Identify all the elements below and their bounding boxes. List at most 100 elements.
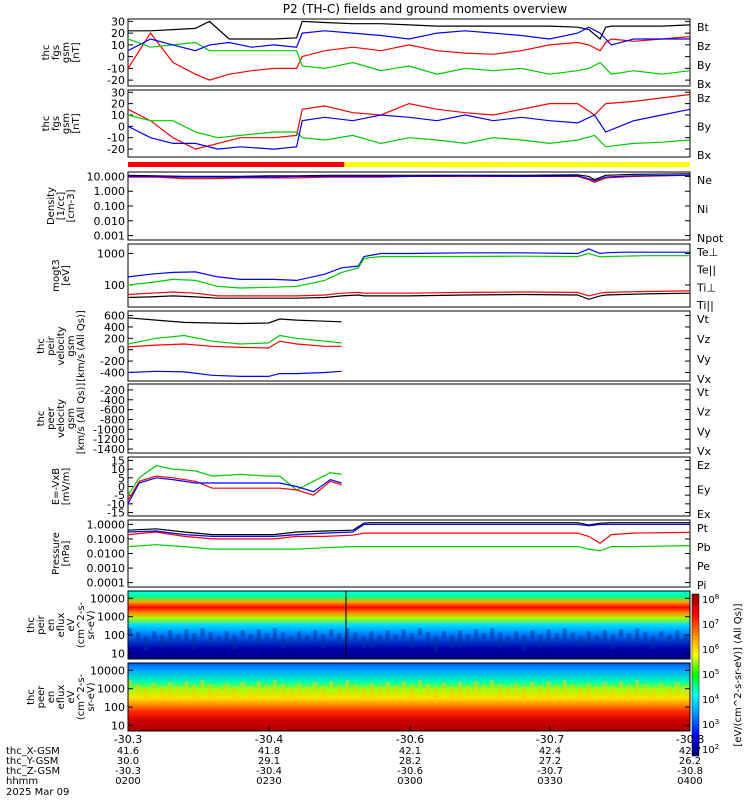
series-line-By <box>128 114 690 148</box>
legend-entry: Te⊥ <box>696 246 718 259</box>
y-axis-label: [nT] <box>71 113 82 133</box>
panel-frame <box>127 243 691 308</box>
x-tick-label: -30.4 <box>255 733 283 746</box>
x-tick-label: -30.3 <box>114 733 142 746</box>
y-tick-label: 100 <box>104 629 125 642</box>
legend-entry: Bx <box>697 149 712 162</box>
legend-entry: Pe <box>697 560 710 573</box>
legend-entry: By <box>697 59 712 72</box>
x-row-value: 26.2 <box>679 756 701 767</box>
y-axis-label: [1/cc] <box>56 192 67 221</box>
panel-peir_en_eflux: 10000 1000 100 10 thc peir en eflux eV (cm^2-s-sr… <box>26 590 691 660</box>
y-tick-label: 20 <box>111 27 125 40</box>
x-row-value: 30.0 <box>117 756 139 767</box>
y-tick-label: 0 <box>118 481 125 494</box>
y-tick-label: 1.0000 <box>87 518 126 531</box>
y-axis-label: eflux <box>56 685 67 710</box>
y-axis-label: [nT] <box>71 42 82 62</box>
legend-entry: Ti|| <box>696 299 714 312</box>
y-tick-label: 0.0010 <box>87 562 126 575</box>
y-tick-label: 10 <box>111 719 125 732</box>
panel-temperature: 1000 100 mogt3 [eV] Te⊥ Te|| Ti⊥ Ti|| <box>51 243 718 312</box>
y-tick-label: 100 <box>104 701 125 714</box>
y-tick-label: 1000 <box>97 611 125 624</box>
y-tick-label: -10 <box>107 498 125 511</box>
y-tick-label: 1000 <box>97 683 125 696</box>
x-axis: -30.3 -30.4 -30.6 -30.7 -30.8 thc_X-GSM 41.6 41… <box>6 726 704 798</box>
y-tick-label: 0 <box>118 120 125 133</box>
y-tick-label: 0.010 <box>94 215 126 228</box>
legend-entry: Ne <box>697 174 712 187</box>
y-axis-label: Density <box>46 187 57 225</box>
y-tick-label: 30 <box>111 15 125 28</box>
y-axis-label: (cm^2-s- <box>76 601 87 648</box>
y-axis-label: thc <box>26 689 37 705</box>
panel-density: 10.000 1.000 0.100 0.010 0.001 Density [1/cc][… <box>46 170 724 245</box>
x-row-value: 29.1 <box>258 756 280 767</box>
legend-entry: Bz <box>697 40 711 53</box>
mode-bar-segment <box>344 162 690 167</box>
y-tick-label: -1000 <box>93 423 125 436</box>
y-tick-label: -20 <box>107 74 125 87</box>
y-tick-label: -800 <box>100 413 125 426</box>
y-axis-label: thc <box>26 617 37 633</box>
series-line-Te⊥ <box>128 290 690 297</box>
x-row-value: -30.3 <box>115 766 141 777</box>
x-row-label: thc_Z-GSM <box>6 766 60 777</box>
legend-entry: Ez <box>697 459 710 472</box>
series-line-Vy <box>128 334 342 345</box>
series-line-Pb <box>128 531 690 545</box>
legend-entry: Vz <box>697 406 711 419</box>
x-row-value: -30.6 <box>397 766 423 777</box>
colorbar-tick-label: 104 <box>702 693 720 706</box>
x-row-value: -30.7 <box>537 766 563 777</box>
series-line-Bx <box>128 26 690 52</box>
y-axis-label: peir <box>36 614 47 634</box>
panel-frame <box>127 590 691 660</box>
y-axis-label: sr-eV) <box>86 682 97 711</box>
x-row-value: 42.7 <box>679 746 701 757</box>
y-tick-label: 100 <box>104 279 125 292</box>
x-date-label: 2025 Mar 09 <box>6 787 69 798</box>
y-axis-label: mogt3 <box>51 259 62 292</box>
x-tick-label: -30.6 <box>396 733 424 746</box>
x-row-value: 42.4 <box>539 746 561 757</box>
spectrogram-texture <box>128 680 688 703</box>
series-line-Ez <box>128 475 342 501</box>
y-axis-label: gsm <box>61 42 72 63</box>
y-tick-label: -20 <box>107 143 125 156</box>
panel-frame <box>127 171 691 241</box>
x-row-label: hhmm <box>6 776 38 787</box>
panel-frame <box>127 89 691 158</box>
legend-entry: Bx <box>697 78 712 91</box>
legend-entry: Vt <box>697 386 710 399</box>
y-tick-label: 600 <box>104 310 125 323</box>
spectrogram-image <box>128 591 690 659</box>
x-row-value: 0330 <box>537 776 562 787</box>
series-line-By <box>128 38 690 75</box>
x-row-label: thc_X-GSM <box>6 746 60 757</box>
y-axis-label: gsm <box>66 408 77 429</box>
y-tick-label: 10 <box>111 647 125 660</box>
y-axis-label: en <box>46 619 57 632</box>
x-tick-label: -30.8 <box>676 733 704 746</box>
legend-entry: Pb <box>697 541 711 554</box>
y-tick-label: 1.000 <box>94 185 126 198</box>
colorbar-tick-label: 106 <box>702 643 720 656</box>
x-row-value: 41.6 <box>117 746 139 757</box>
y-axis-label: peer <box>36 685 47 709</box>
y-tick-label: -1400 <box>93 443 125 456</box>
y-tick-label: 0.0001 <box>87 577 126 590</box>
y-axis-label: thc <box>41 116 52 132</box>
series-line-Bt <box>128 20 690 40</box>
colorbar-tick-label: 102 <box>702 743 719 756</box>
y-tick-label: -400 <box>100 366 125 379</box>
y-axis-label: [mV/m] <box>61 468 72 506</box>
y-axis-label: eV <box>66 618 77 631</box>
y-axis-label: eflux <box>56 613 67 638</box>
